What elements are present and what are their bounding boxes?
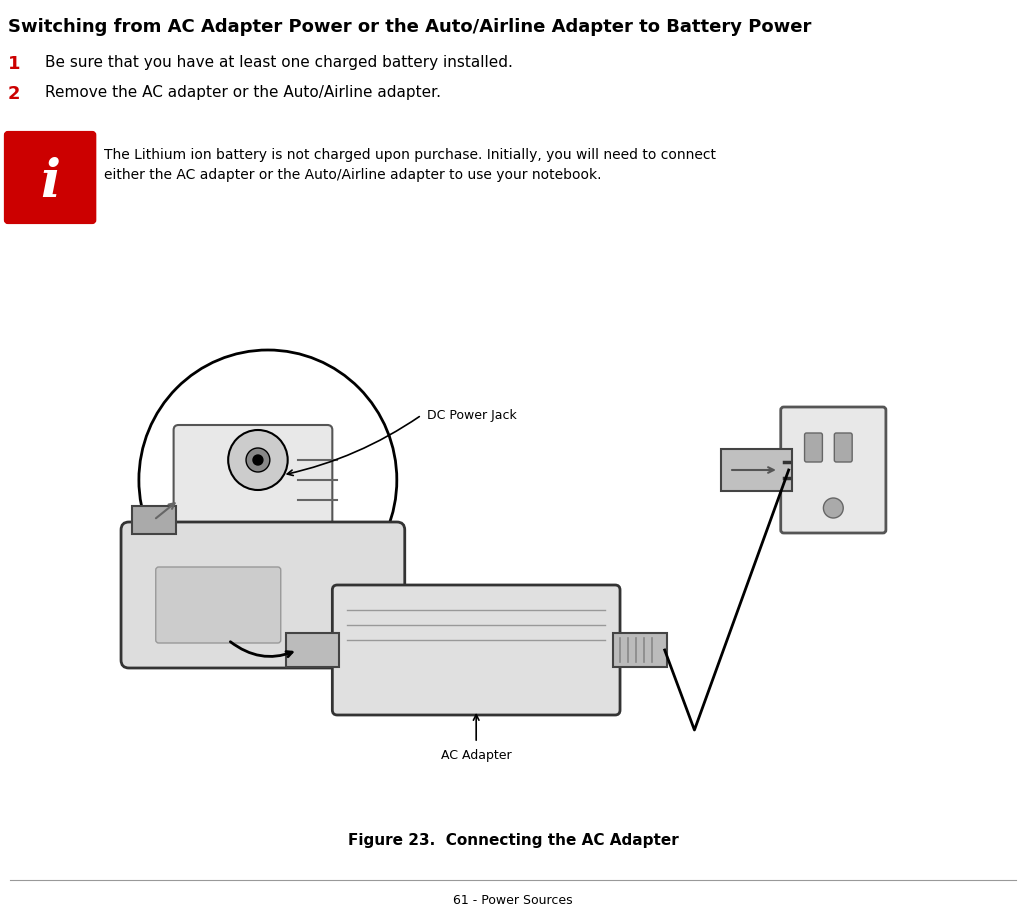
Text: Figure 23.  Connecting the AC Adapter: Figure 23. Connecting the AC Adapter [347, 833, 678, 847]
FancyBboxPatch shape [6, 133, 94, 222]
Text: DC Power Jack: DC Power Jack [427, 408, 516, 422]
Text: AC Adapter: AC Adapter [440, 748, 512, 761]
Text: Remove the AC adapter or the Auto/Airline adapter.: Remove the AC adapter or the Auto/Airlin… [44, 85, 440, 100]
FancyBboxPatch shape [285, 633, 339, 667]
Text: The Lithium ion battery is not charged upon purchase. Initially, you will need t: The Lithium ion battery is not charged u… [104, 148, 717, 162]
Text: 2: 2 [8, 85, 21, 103]
FancyBboxPatch shape [613, 633, 667, 667]
FancyBboxPatch shape [156, 567, 281, 643]
Circle shape [823, 498, 844, 518]
Circle shape [229, 430, 287, 490]
Text: 61 - Power Sources: 61 - Power Sources [453, 893, 573, 907]
FancyBboxPatch shape [7, 134, 93, 221]
FancyBboxPatch shape [121, 522, 404, 668]
Text: i: i [40, 157, 60, 208]
Circle shape [246, 448, 270, 472]
FancyBboxPatch shape [781, 407, 886, 533]
Text: 1: 1 [8, 55, 21, 73]
FancyBboxPatch shape [834, 433, 852, 462]
FancyBboxPatch shape [132, 506, 176, 534]
FancyBboxPatch shape [804, 433, 822, 462]
FancyBboxPatch shape [722, 449, 792, 491]
Text: Switching from AC Adapter Power or the Auto/Airline Adapter to Battery Power: Switching from AC Adapter Power or the A… [8, 18, 812, 36]
Text: either the AC adapter or the Auto/Airline adapter to use your notebook.: either the AC adapter or the Auto/Airlin… [104, 168, 602, 182]
FancyBboxPatch shape [174, 425, 332, 545]
Circle shape [253, 455, 263, 465]
FancyBboxPatch shape [332, 585, 620, 715]
Text: Be sure that you have at least one charged battery installed.: Be sure that you have at least one charg… [44, 55, 513, 70]
